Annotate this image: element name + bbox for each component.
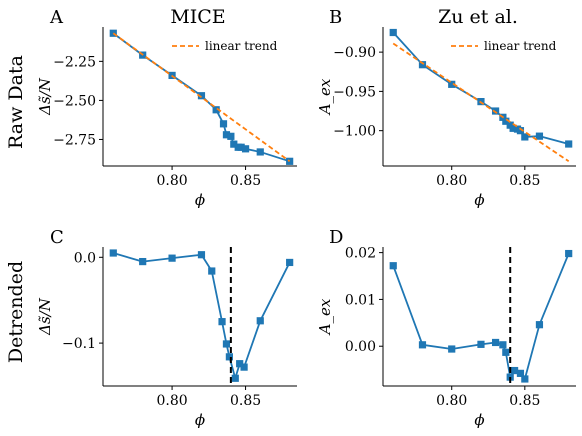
data-point xyxy=(521,375,529,383)
trend-line xyxy=(112,32,291,163)
y-tick-label: −0.90 xyxy=(333,45,376,61)
data-point xyxy=(227,132,235,140)
data-point xyxy=(222,131,231,139)
data-point xyxy=(236,360,244,368)
x-tick-label: 0.85 xyxy=(230,173,261,189)
data-point xyxy=(565,140,573,148)
x-tick-label: 0.80 xyxy=(156,173,187,189)
data-point xyxy=(256,148,264,156)
data-point xyxy=(491,107,500,115)
panel-c-detrended-mice: 0.80 0.85 0.0 −0.1 ϕ Δs̃/N xyxy=(36,247,297,429)
data-point xyxy=(241,145,250,153)
data-point xyxy=(516,369,525,377)
data-point xyxy=(491,338,500,347)
data-point xyxy=(521,133,529,141)
data-point xyxy=(389,262,397,270)
data-point xyxy=(448,345,456,353)
data-point xyxy=(197,92,206,100)
y-tick-label: 0.02 xyxy=(345,246,376,262)
data-point xyxy=(218,318,226,326)
data-point xyxy=(535,321,544,329)
x-tick-label: 0.80 xyxy=(156,393,187,409)
y-tick-label: −2.50 xyxy=(53,93,96,109)
panel-letter-b: B xyxy=(329,7,342,28)
y-tick-label: −2.75 xyxy=(53,132,96,148)
data-series-line xyxy=(392,253,570,380)
x-tick-label: 0.80 xyxy=(436,173,467,189)
x-axis-label: ϕ xyxy=(474,191,484,209)
panel-a-raw-mice: 0.80 0.85 −2.25 −2.50 −2.75 ϕ Δs̃/N linear tren… xyxy=(36,27,297,209)
data-point xyxy=(219,120,228,128)
data-point xyxy=(418,341,427,349)
data-point xyxy=(510,366,519,375)
y-tick-label: −0.95 xyxy=(333,84,376,100)
data-point xyxy=(168,254,176,262)
row-label-detrended: Detrended xyxy=(5,261,27,363)
data-point xyxy=(240,363,248,371)
trend-line xyxy=(392,42,570,163)
x-axis-label: ϕ xyxy=(474,411,484,429)
data-point xyxy=(509,124,517,132)
panel-letter-a: A xyxy=(49,7,64,28)
data-point xyxy=(499,341,507,349)
y-axis-label: A_ex xyxy=(316,78,334,116)
data-point xyxy=(197,251,206,259)
data-point xyxy=(448,80,456,88)
data-point xyxy=(477,340,485,348)
data-point xyxy=(502,117,510,125)
data-point xyxy=(109,249,117,257)
data-point xyxy=(516,127,525,135)
y-tick-label: −0.1 xyxy=(62,336,96,352)
x-tick-label: 0.85 xyxy=(230,393,261,409)
data-point xyxy=(208,267,216,275)
y-tick-label: 0.00 xyxy=(345,339,376,355)
legend-label: linear trend xyxy=(484,39,557,53)
y-tick-label: 0.0 xyxy=(74,250,96,266)
column-title-mice: MICE xyxy=(170,6,225,28)
data-point xyxy=(256,317,264,325)
panel-letter-d: D xyxy=(329,227,343,248)
data-point xyxy=(286,258,294,267)
row-label-raw: Raw Data xyxy=(5,55,27,149)
data-series-line xyxy=(113,252,291,380)
data-point xyxy=(231,374,239,382)
panel-d-detrended-zu: 0.80 0.85 0.02 0.01 0.00 ϕ A_ex xyxy=(316,246,576,429)
column-title-zu: Zu et al. xyxy=(438,6,518,28)
x-tick-label: 0.85 xyxy=(509,393,540,409)
x-axis-label: ϕ xyxy=(195,191,205,209)
data-point xyxy=(237,143,245,151)
data-point xyxy=(212,106,220,114)
data-point xyxy=(418,61,427,69)
panel-letter-c: C xyxy=(50,227,64,248)
data-point xyxy=(222,340,231,348)
data-point xyxy=(230,140,238,148)
x-tick-label: 0.85 xyxy=(509,173,540,189)
x-axis-label: ϕ xyxy=(195,411,205,429)
data-point xyxy=(502,348,510,356)
data-point xyxy=(535,132,544,140)
data-point xyxy=(389,28,397,37)
data-point xyxy=(565,249,573,258)
y-axis-label: Δs̃/N xyxy=(36,297,54,336)
y-tick-label: −1.00 xyxy=(333,124,376,140)
y-axis-label: Δs̃/N xyxy=(36,77,54,116)
y-tick-label: 0.01 xyxy=(345,292,376,308)
y-axis-label: A_ex xyxy=(316,298,334,336)
data-point xyxy=(225,353,233,361)
legend-label: linear trend xyxy=(205,39,278,53)
y-tick-label: −2.25 xyxy=(53,54,96,70)
data-point xyxy=(139,257,147,266)
x-tick-label: 0.80 xyxy=(436,393,467,409)
panel-b-raw-zu: 0.80 0.85 −0.90 −0.95 −1.00 ϕ A_ex linear trend xyxy=(316,27,576,209)
